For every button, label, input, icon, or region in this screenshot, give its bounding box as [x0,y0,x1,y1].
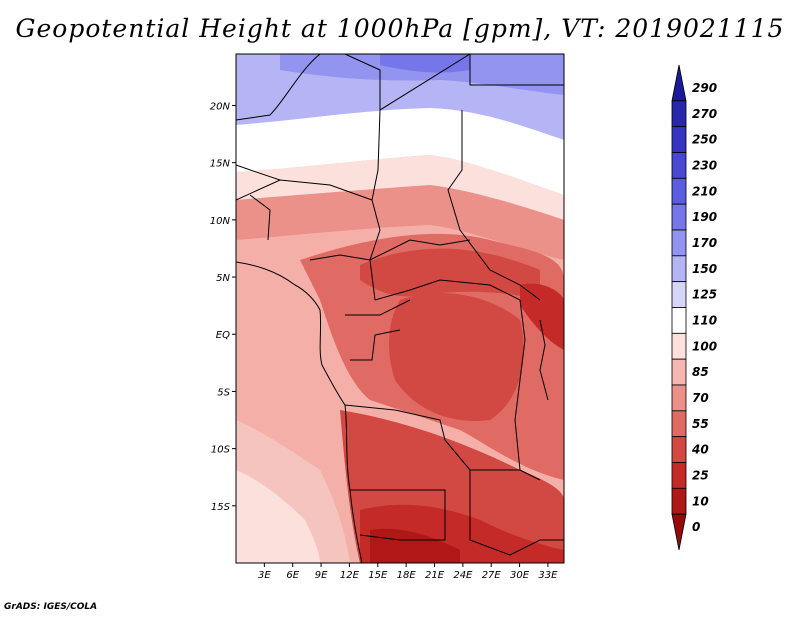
lat-label: 5S [217,387,230,398]
colorbar-swatch [671,410,687,438]
colorbar-swatch [671,281,687,308]
colorbar-label: 170 [692,236,717,250]
colorbar-label: 290 [692,81,717,95]
colorbar-label: 270 [692,107,717,121]
colorbar-label: 85 [692,365,709,379]
colorbar-label: 150 [692,262,717,276]
colorbar-label: 100 [692,339,717,353]
colorbar-swatch [671,152,687,179]
lat-label: EQ [216,330,230,341]
colorbar-swatch [671,358,687,386]
colorbar-label: 70 [692,391,709,405]
country-borders [236,54,564,563]
colorbar-swatch [671,229,687,257]
lat-label: 5N [216,273,230,284]
colorbar-label: 40 [691,443,709,457]
footer-credit: GrADS: IGES/COLA [4,602,98,612]
colorbar-label: 55 [692,417,709,431]
lon-label: 9E [315,570,328,581]
lat-label: 15N [210,159,231,170]
map-title: Geopotential Height at 1000hPa [gpm], VT… [15,14,785,43]
lon-label: 15E [368,570,388,581]
lon-label: 3E [258,570,271,581]
lon-label: 6E [286,570,299,581]
colorbar-label: 110 [692,313,717,327]
colorbar-swatch [671,64,687,102]
lon-label: 18E [397,570,417,581]
colorbar-swatch [671,487,687,515]
lon-label: 24E [453,570,473,581]
colorbar: 2902702502302101901701501251101008570554… [671,64,717,551]
longitude-axis: 3E 6E 9E 12E 15E 18E 21E 24E 27E 30E 33E [258,563,558,581]
colorbar-label: 250 [692,133,717,147]
colorbar-swatch [671,255,687,283]
colorbar-label: 190 [692,210,717,224]
colorbar-label: 0 [692,520,700,534]
colorbar-swatch [671,332,687,360]
colorbar-label: 10 [692,494,709,508]
lat-label: 15S [211,502,231,513]
lat-label: 10S [211,445,231,456]
lon-label: 27E [482,570,502,581]
colorbar-swatch [671,307,687,334]
lon-label: 12E [340,570,360,581]
colorbar-swatch [671,126,687,153]
lon-label: 30E [510,570,530,581]
colorbar-swatch [671,513,687,551]
height-field [236,54,564,563]
colorbar-swatch [671,177,687,205]
colorbar-swatch [671,203,687,231]
latitude-axis: 20N 15N 10N 5N EQ 5S 10S 15S [210,101,236,513]
colorbar-label: 25 [692,468,709,482]
colorbar-swatch [671,100,687,128]
colorbar-swatch [671,462,687,489]
colorbar-swatch [671,436,687,463]
lon-label: 33E [538,570,558,581]
map-frame [235,53,565,564]
colorbar-label: 210 [692,184,717,198]
colorbar-label: 125 [692,288,717,302]
colorbar-label: 230 [692,158,717,172]
lat-label: 20N [210,101,231,112]
lon-label: 21E [425,570,445,581]
colorbar-swatch [671,384,687,412]
lat-label: 10N [210,216,231,227]
